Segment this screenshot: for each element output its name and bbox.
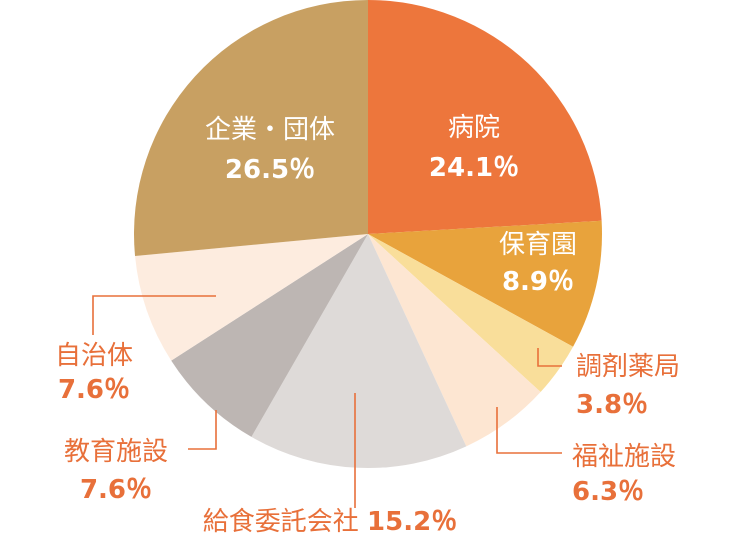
slice-4	[251, 234, 467, 468]
slice-value-2: 3.8％	[576, 390, 648, 420]
slice-6	[135, 234, 368, 361]
slice-value-7: 26.5％	[225, 155, 315, 185]
slice-value-5: 7.6％	[80, 475, 152, 505]
slice-0	[368, 0, 602, 234]
leader-line-3	[496, 407, 562, 454]
slice-labels: 病院 24.1％ 保育園 8.9％ 調剤薬局 3.8％ 福祉施設 6.3％ 給食委託会社 15.…	[55, 113, 680, 537]
slice-value-4: 15.2％	[367, 507, 457, 537]
leader-line-6	[92, 295, 216, 335]
slice-label-7: 企業・団体	[205, 115, 335, 145]
leader-line-2	[537, 348, 562, 367]
slice-value-1: 8.9％	[502, 267, 574, 297]
slice-label-3: 福祉施設	[572, 442, 676, 472]
slice-label-0: 病院	[448, 113, 500, 143]
slice-value-3: 6.3％	[572, 477, 644, 507]
slice-3	[368, 234, 541, 447]
slice-label-5: 教育施設	[64, 437, 168, 467]
slice-value-0: 24.1％	[429, 153, 519, 183]
slice-label-1: 保育園	[499, 230, 577, 260]
slice-label-2: 調剤薬局	[576, 352, 680, 382]
slice-label-6: 自治体	[55, 341, 133, 371]
leader-line-5	[188, 410, 217, 450]
slice-value-6: 7.6％	[58, 375, 130, 405]
slice-7	[133, 0, 368, 257]
slice-1	[368, 220, 602, 347]
pie-slices	[133, 0, 602, 468]
leader-lines	[92, 295, 562, 508]
slice-label-4: 給食委託会社 15.2％	[203, 507, 457, 537]
slice-5	[171, 234, 368, 437]
slice-2	[368, 234, 574, 393]
